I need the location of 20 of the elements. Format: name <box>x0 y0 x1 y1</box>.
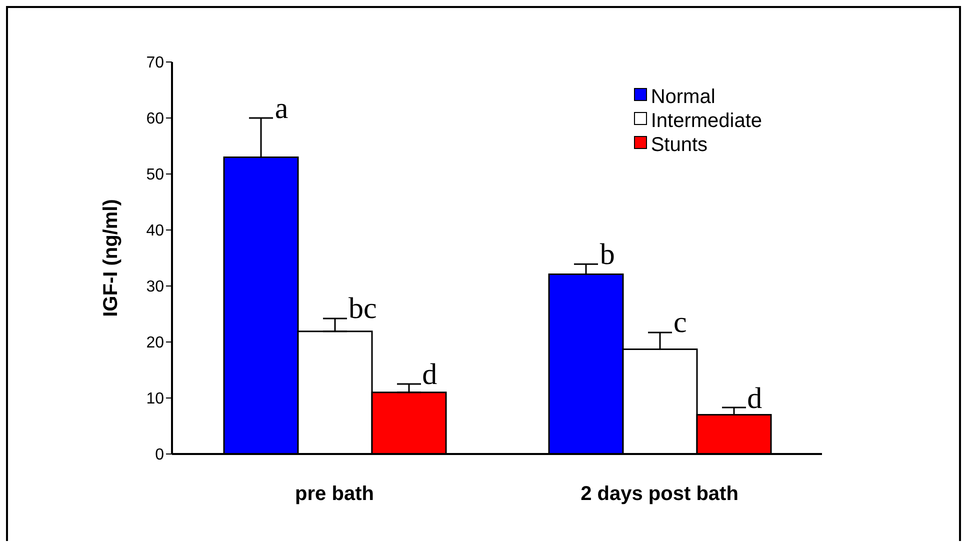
y-tick-label: 50 <box>146 166 164 184</box>
y-tick-label: 20 <box>146 334 164 352</box>
y-tick-label: 70 <box>146 54 164 72</box>
y-tick-label: 0 <box>155 446 164 464</box>
annotation: d <box>422 358 438 391</box>
legend-label: Intermediate <box>650 110 762 133</box>
annotation: d <box>747 382 762 415</box>
annotation: c <box>674 306 687 340</box>
annotation: a <box>274 92 288 125</box>
y-tick-label: 60 <box>146 110 164 128</box>
legend-label: Stunts <box>650 134 708 157</box>
y-tick-label: 40 <box>146 222 164 240</box>
y-tick-label: 30 <box>146 278 164 296</box>
annotation: bc <box>348 292 377 326</box>
y-tick-label: 10 <box>146 390 164 408</box>
x-tick-label: 2 days post bath <box>580 483 738 506</box>
x-tick-label: pre bath <box>295 483 374 506</box>
legend-label: Normal <box>650 86 716 109</box>
annotation: b <box>600 238 615 272</box>
y-axis-title: IGF-I (ng/ml) <box>100 199 122 317</box>
